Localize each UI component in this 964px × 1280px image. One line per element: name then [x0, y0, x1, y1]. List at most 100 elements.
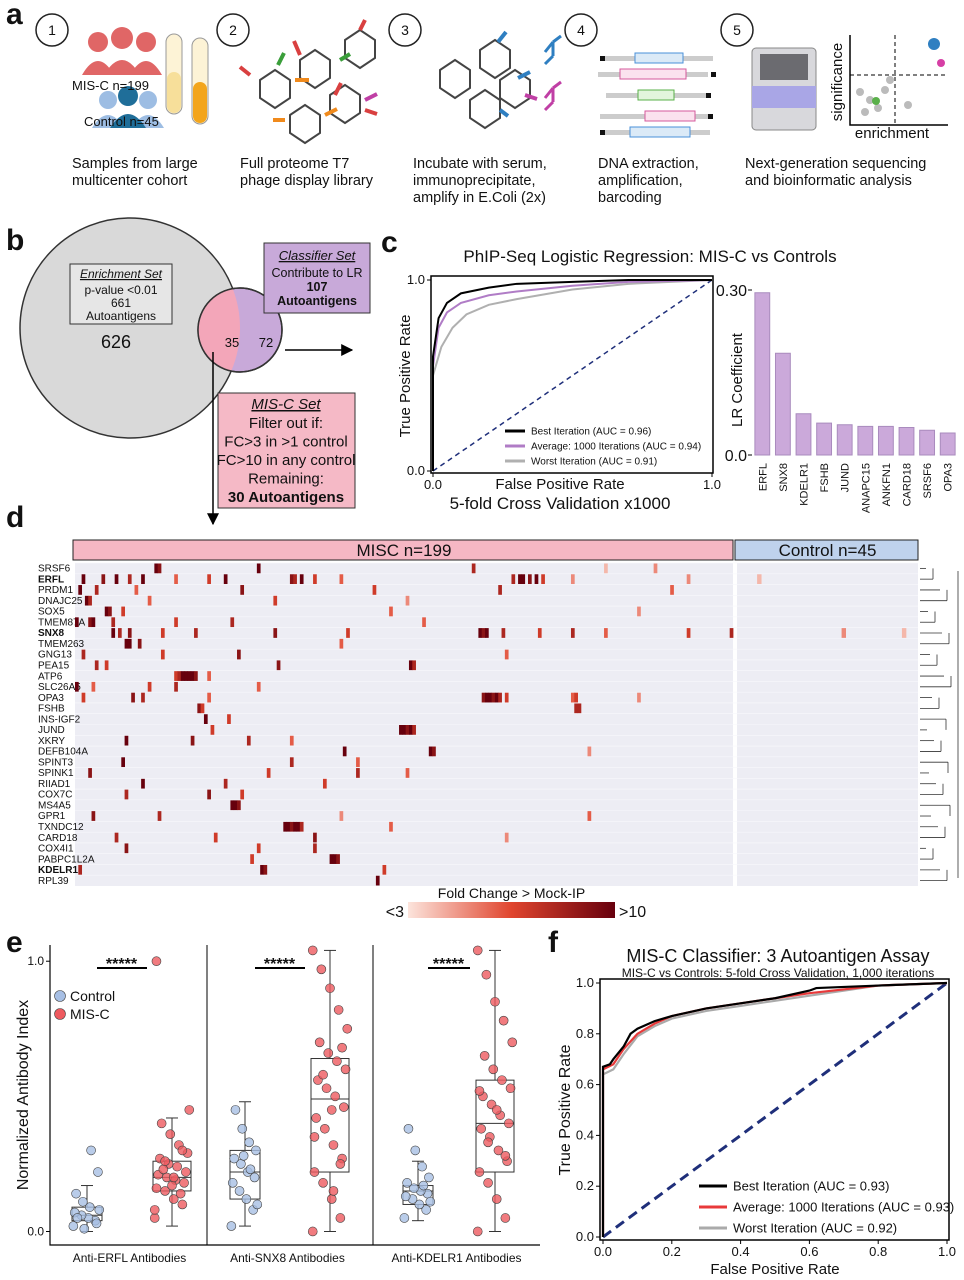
data-point — [245, 1164, 256, 1175]
data-point — [177, 1145, 188, 1156]
data-point — [321, 1083, 332, 1094]
heatmap-cell — [266, 768, 271, 778]
set-line: Contribute to LR — [271, 266, 362, 280]
roc-curve — [601, 981, 948, 1237]
step-text: and bioinformatic analysis — [745, 173, 912, 189]
heatmap-cell — [117, 628, 122, 638]
heatmap-cell — [273, 595, 278, 606]
data-point — [311, 1113, 321, 1123]
heatmap-cell — [184, 671, 188, 681]
heatmap-cell — [75, 681, 79, 692]
heatmap-cell — [127, 628, 132, 638]
row-label: OPA3 — [38, 693, 64, 704]
volcano-sketch — [849, 35, 948, 126]
data-point — [340, 1064, 351, 1075]
heatmap-cell — [570, 628, 575, 638]
bar — [919, 429, 936, 456]
panel: f — [548, 926, 559, 959]
subtitle: MIS-C vs Controls: 5-fold Cross Validati… — [622, 966, 935, 980]
x-tick-label: ERFL — [757, 463, 769, 491]
heatmap-cell — [124, 638, 129, 649]
heatmap-cell — [504, 649, 509, 660]
heatmap-cell — [428, 746, 433, 757]
heatmap-cell — [432, 746, 436, 757]
data-point — [335, 1159, 346, 1169]
ylabel: True Positive Rate — [397, 315, 414, 438]
x-tick-label: Anti-ERFL Antibodies — [73, 1251, 187, 1265]
step-text: Samples from large — [72, 156, 198, 172]
annotation: ***** — [106, 956, 138, 973]
row-label: TXNDC12 — [38, 822, 84, 833]
heatmap-cell — [111, 617, 116, 628]
heatmap-cell — [498, 585, 502, 595]
y-tick-label: 1.0 — [407, 272, 425, 287]
heatmap-cell — [227, 714, 231, 724]
heatmap-cell — [91, 617, 96, 628]
heatmap-cell — [313, 832, 317, 843]
group-header — [72, 539, 734, 561]
y-tick-label: 0.0 — [576, 1229, 594, 1244]
caption: 5-fold Cross Validation x1000 — [450, 494, 671, 513]
x-tick-label: ANAPC15 — [860, 463, 872, 513]
data-point — [421, 1205, 431, 1215]
heatmap-cell — [587, 811, 592, 821]
classifier-box — [263, 242, 371, 314]
heatmap-cell — [518, 574, 522, 585]
data-point — [172, 1161, 182, 1172]
heatmap-cell — [104, 660, 109, 671]
heatmap-cell — [511, 574, 516, 585]
x-tick-label: 0.8 — [869, 1244, 887, 1259]
heatmap-cell — [283, 821, 288, 832]
heatmap-cell — [577, 703, 582, 714]
data-point — [425, 1196, 436, 1207]
heatmap-cell — [207, 692, 211, 703]
heatmap-cell — [637, 606, 641, 617]
heatmap-cell — [293, 574, 297, 585]
heatmap-cell — [160, 628, 165, 638]
step-circle — [720, 13, 754, 47]
roc-curve — [432, 279, 713, 471]
heatmap-cell — [114, 832, 119, 843]
legend-label: Best Iteration (AUC = 0.96) — [531, 426, 651, 437]
row-label: TMEM263 — [38, 639, 85, 650]
heatmap-cell — [101, 574, 106, 585]
step-number: 1 — [48, 22, 56, 38]
heatmap-cell — [141, 692, 145, 703]
data-point — [330, 1091, 340, 1102]
heatmap-cell — [757, 574, 762, 585]
row-label: INS-IGF2 — [38, 714, 81, 725]
legend-label: Best Iteration (AUC = 0.93) — [733, 1178, 889, 1193]
heatmap-cell — [339, 574, 344, 585]
data-point — [84, 1202, 95, 1212]
row-label: COX4I1 — [38, 844, 74, 855]
heatmap-cell — [81, 574, 86, 585]
heatmap-cell — [94, 660, 99, 671]
data-point — [307, 945, 318, 956]
cohort-label: Control n=45 — [84, 114, 159, 129]
heatmap-cell — [653, 563, 658, 574]
heatmap-cell — [286, 821, 291, 832]
heatmap-cell — [230, 617, 235, 628]
panel: d — [6, 501, 24, 534]
axes — [49, 945, 540, 1246]
data-point — [493, 1145, 504, 1156]
heatmap-cell — [250, 854, 254, 864]
heatmap-cell — [481, 628, 486, 638]
data-point — [326, 1105, 337, 1115]
x-tick-label: Anti-KDELR1 Antibodies — [391, 1251, 521, 1265]
heatmap-cell — [422, 617, 426, 628]
misc-box — [217, 392, 356, 509]
data-point — [417, 1161, 427, 1172]
data-point — [505, 1083, 516, 1094]
heatmap-cell — [382, 864, 387, 875]
data-point — [181, 1167, 191, 1177]
heatmap-cell — [389, 606, 393, 617]
data-point — [490, 996, 500, 1007]
heatmap-cell — [405, 725, 410, 735]
legend-label: MIS-C — [70, 1006, 110, 1022]
set-line: 30 Autoantigens — [228, 489, 344, 506]
row-label: DEFB104A — [38, 747, 88, 758]
y-tick-label: 0.8 — [576, 1026, 594, 1041]
heatmap-cell — [174, 681, 178, 692]
colorbar-label: >10 — [619, 904, 646, 921]
